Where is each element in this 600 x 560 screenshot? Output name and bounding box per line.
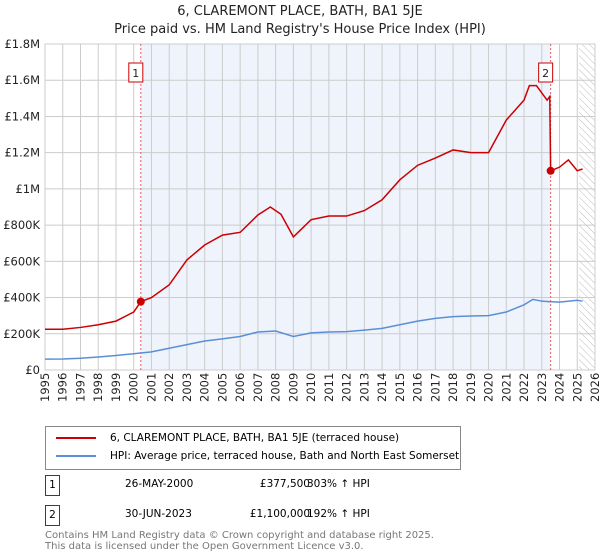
chart-title: 6, CLAREMONT PLACE, BATH, BA1 5JE xyxy=(177,4,423,19)
transaction-marker: 2 xyxy=(45,505,60,526)
x-tick-label: 2023 xyxy=(535,373,549,402)
x-tick-label: 2012 xyxy=(340,373,354,402)
y-tick-label: £1.2M xyxy=(4,146,40,160)
sale-period-shade xyxy=(140,44,551,370)
x-tick-label: 2020 xyxy=(482,373,496,402)
forecast-hatch xyxy=(579,44,595,370)
legend-swatch xyxy=(56,455,96,457)
y-tick-label: £400K xyxy=(3,291,40,305)
legend-swatch xyxy=(56,437,96,439)
sale-point xyxy=(136,297,145,306)
y-tick-label: £1.6M xyxy=(4,73,40,87)
y-tick-label: £200K xyxy=(3,327,40,341)
x-tick-label: 2025 xyxy=(570,373,584,402)
x-tick-label: 2009 xyxy=(286,373,300,402)
x-tick-label: 2002 xyxy=(162,373,176,402)
x-tick-label: 2019 xyxy=(464,373,478,402)
chart-subtitle: Price paid vs. HM Land Registry's House … xyxy=(114,22,486,37)
x-tick-label: 2005 xyxy=(215,373,229,402)
x-tick-label: 2026 xyxy=(588,373,600,402)
x-tick-label: 2007 xyxy=(251,373,265,402)
transaction-hpi: 303% ↑ HPI xyxy=(307,478,370,490)
x-tick-label: 2004 xyxy=(198,373,212,402)
transaction-date: 30-JUN-2023 xyxy=(125,508,192,520)
x-tick-label: 2017 xyxy=(428,373,442,402)
hpi-series-line xyxy=(44,298,583,360)
sale-label-box xyxy=(538,62,554,83)
x-tick-label: 1996 xyxy=(56,373,70,402)
x-tick-label: 2015 xyxy=(393,373,407,402)
transaction-row: 2 30-JUN-2023 £1,100,000 192% ↑ HPI xyxy=(45,505,445,526)
x-tick-label: 2008 xyxy=(269,373,283,402)
legend-label: 6, CLAREMONT PLACE, BATH, BA1 5JE (terra… xyxy=(110,432,400,444)
x-tick-label: 2013 xyxy=(357,373,371,402)
x-tick-label: 2006 xyxy=(233,373,247,402)
plot-frame xyxy=(44,43,596,371)
sale-point xyxy=(546,166,555,175)
y-tick-label: £800K xyxy=(3,218,40,232)
transaction-marker: 1 xyxy=(45,475,60,496)
x-tick-label: 2024 xyxy=(553,373,567,402)
sale-label: 2 xyxy=(542,67,549,80)
transaction-price: £377,500 xyxy=(259,478,310,490)
x-tick-label: 2016 xyxy=(411,373,425,402)
y-tick-label: £1.8M xyxy=(4,37,40,51)
sale-label-box xyxy=(128,62,144,83)
transaction-date: 26-MAY-2000 xyxy=(125,478,194,490)
x-tick-label: 2014 xyxy=(375,373,389,402)
x-tick-label: 1998 xyxy=(91,373,105,402)
x-tick-label: 2022 xyxy=(517,373,531,402)
footer-line: Contains HM Land Registry data © Crown c… xyxy=(45,530,434,541)
sale-label: 1 xyxy=(132,67,139,80)
x-tick-label: 2010 xyxy=(304,373,318,402)
y-tick-label: £1.4M xyxy=(4,109,40,123)
chart-plot: 1995 1996 1997 1998 1999 2000 2001 2002 2003 2004… xyxy=(3,37,600,402)
y-tick-label: £0 xyxy=(25,363,40,377)
transaction-price: £1,100,000 xyxy=(249,508,310,520)
x-tick-label: 1997 xyxy=(73,373,87,402)
x-tick-label: 2003 xyxy=(180,373,194,402)
y-tick-label: £1M xyxy=(15,182,40,196)
footer-line: This data is licensed under the Open Gov… xyxy=(45,541,364,552)
transaction-row: 1 26-MAY-2000 £377,500 303% ↑ HPI xyxy=(45,475,445,496)
x-tick-label: 1995 xyxy=(38,373,52,402)
x-tick-label: 1999 xyxy=(109,373,123,402)
legend-label: HPI: Average price, terraced house, Bath… xyxy=(110,450,460,462)
x-tick-label: 2011 xyxy=(322,373,336,402)
transaction-hpi: 192% ↑ HPI xyxy=(307,508,370,520)
legend-item-property: 6, CLAREMONT PLACE, BATH, BA1 5JE (terra… xyxy=(56,432,399,444)
x-tick-label: 2001 xyxy=(144,373,158,402)
x-tick-label: 2018 xyxy=(446,373,460,402)
y-tick-label: £600K xyxy=(3,254,40,268)
footer: Contains HM Land Registry data © Crown c… xyxy=(45,530,434,552)
legend: 6, CLAREMONT PLACE, BATH, BA1 5JE (terra… xyxy=(45,426,461,470)
x-tick-label: 2000 xyxy=(127,373,141,402)
legend-item-hpi: HPI: Average price, terraced house, Bath… xyxy=(56,450,459,462)
x-tick-label: 2021 xyxy=(499,373,513,402)
